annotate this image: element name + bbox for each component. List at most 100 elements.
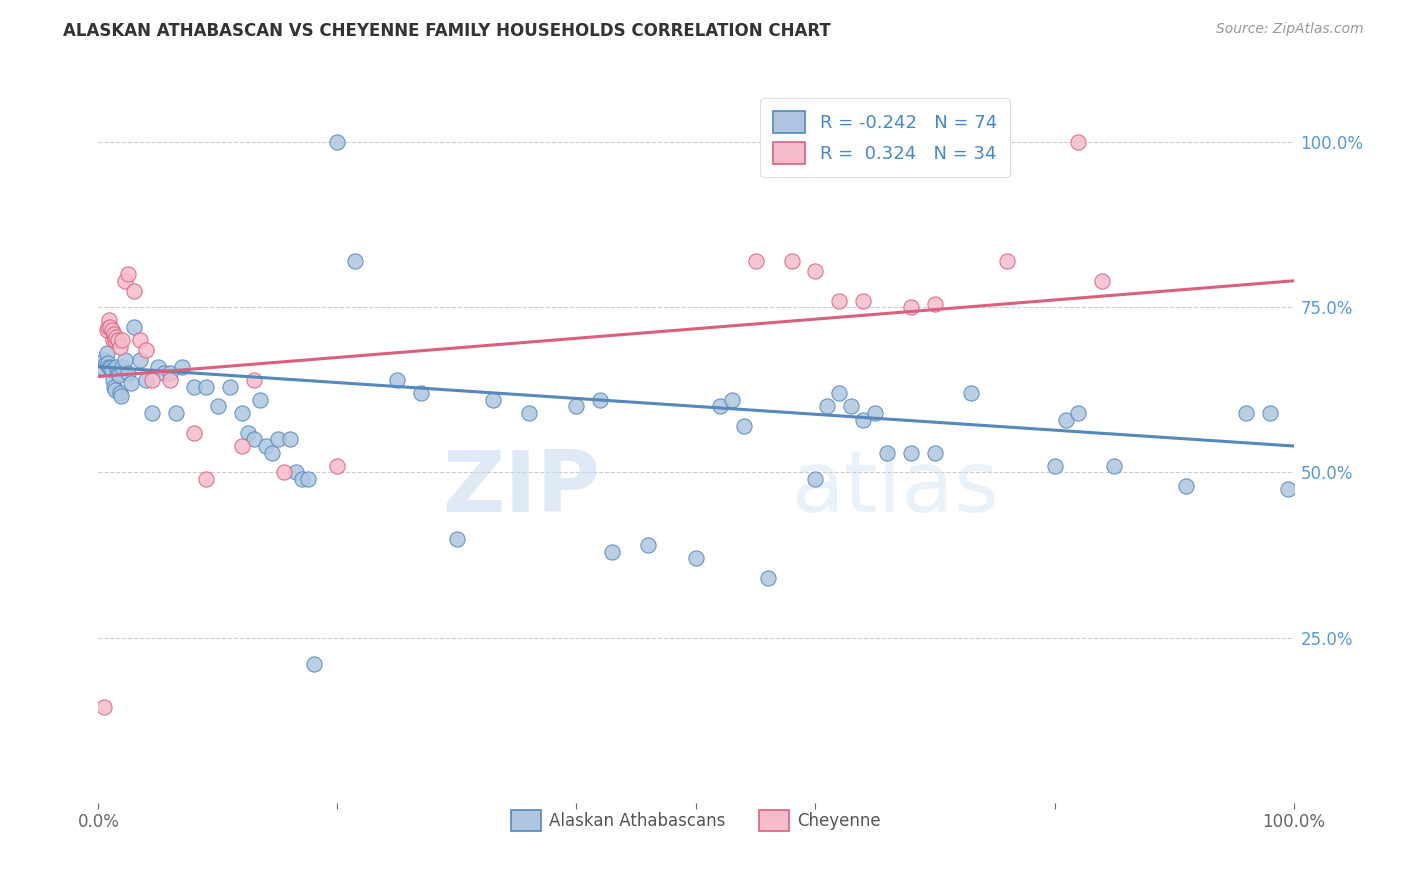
Point [780, 254, 803, 268]
Point [91, 359, 114, 374]
Point [103, 326, 125, 341]
Point [94, 356, 117, 370]
Point [108, 340, 131, 354]
Point [900, 300, 922, 314]
Point [108, 386, 131, 401]
Point [326, 458, 349, 473]
Point [745, 254, 768, 268]
Point [97, 356, 120, 370]
Point [98, 361, 122, 376]
Point [219, 379, 242, 393]
Point [446, 532, 468, 546]
Point [129, 353, 152, 368]
Point [107, 333, 129, 347]
Point [101, 333, 124, 347]
Point [98, 359, 121, 374]
Point [101, 373, 124, 387]
Point [141, 406, 163, 420]
Point [828, 293, 851, 308]
Point [104, 333, 127, 347]
Point [1067, 406, 1090, 420]
Point [924, 297, 946, 311]
Point [841, 400, 863, 414]
Text: ALASKAN ATHABASCAN VS CHEYENNE FAMILY HOUSEHOLDS CORRELATION CHART: ALASKAN ATHABASCAN VS CHEYENNE FAMILY HO… [63, 22, 831, 40]
Point [105, 330, 128, 344]
Point [1043, 458, 1066, 473]
Point [159, 367, 181, 381]
Point [254, 439, 277, 453]
Point [107, 367, 129, 381]
Point [267, 433, 290, 447]
Text: ZIP: ZIP [443, 447, 600, 531]
Point [326, 135, 349, 149]
Point [100, 363, 122, 377]
Point [481, 392, 505, 407]
Point [960, 386, 983, 401]
Point [852, 412, 875, 426]
Point [260, 445, 283, 459]
Point [93, 700, 115, 714]
Point [900, 445, 922, 459]
Point [273, 466, 295, 480]
Point [124, 284, 146, 298]
Point [114, 274, 136, 288]
Point [1056, 412, 1078, 426]
Point [100, 323, 122, 337]
Point [733, 419, 755, 434]
Point [344, 254, 367, 268]
Point [291, 472, 314, 486]
Point [93, 353, 115, 368]
Point [135, 373, 157, 387]
Point [828, 386, 851, 401]
Point [302, 657, 325, 671]
Point [111, 359, 134, 374]
Point [195, 379, 218, 393]
Point [117, 367, 139, 381]
Point [876, 445, 898, 459]
Point [120, 376, 142, 391]
Point [278, 433, 301, 447]
Point [243, 373, 266, 387]
Text: atlas: atlas [792, 447, 1000, 531]
Point [815, 400, 838, 414]
Point [995, 254, 1018, 268]
Point [297, 472, 319, 486]
Point [565, 400, 588, 414]
Point [924, 445, 946, 459]
Point [105, 359, 128, 374]
Point [110, 389, 132, 403]
Point [852, 293, 875, 308]
Point [231, 439, 253, 453]
Point [865, 406, 887, 420]
Point [153, 367, 176, 381]
Point [183, 379, 205, 393]
Point [756, 571, 779, 585]
Point [1175, 478, 1198, 492]
Point [117, 267, 139, 281]
Point [96, 323, 118, 337]
Point [172, 359, 194, 374]
Point [1104, 458, 1126, 473]
Point [1067, 135, 1090, 149]
Point [709, 400, 731, 414]
Text: Source: ZipAtlas.com: Source: ZipAtlas.com [1216, 22, 1364, 37]
Point [589, 392, 612, 407]
Point [637, 538, 659, 552]
Point [135, 343, 157, 358]
Point [114, 353, 136, 368]
Point [96, 346, 118, 360]
Point [103, 379, 125, 393]
Point [411, 386, 433, 401]
Point [129, 333, 152, 347]
Point [1234, 406, 1257, 420]
Point [183, 425, 205, 440]
Point [107, 368, 129, 382]
Point [1258, 406, 1281, 420]
Point [159, 373, 181, 387]
Point [97, 320, 120, 334]
Point [517, 406, 540, 420]
Point [602, 545, 624, 559]
Point [111, 333, 134, 347]
Point [98, 320, 122, 334]
Point [165, 406, 187, 420]
